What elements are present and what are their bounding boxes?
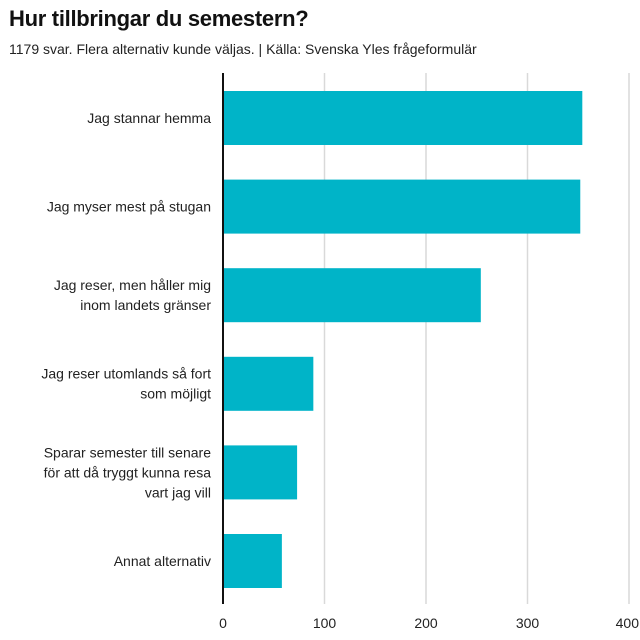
- category-label-line: Jag stannar hemma: [87, 110, 211, 126]
- bar-2: [223, 268, 481, 323]
- bar-3: [223, 356, 314, 411]
- bar-5: [223, 534, 282, 588]
- category-label-line: Jag myser mest på stugan: [47, 199, 211, 215]
- category-label-line: Jag reser, men håller mig: [54, 277, 211, 293]
- category-label-2: Jag reser, men håller mig inom landets gr…: [54, 277, 212, 313]
- category-label-line: som möjligt: [140, 386, 211, 402]
- category-label-line: Sparar semester till senare: [44, 444, 212, 460]
- category-label-line: Annat alternativ: [114, 553, 211, 569]
- category-label-line: inom landets gränser: [80, 297, 211, 313]
- category-label-5: Annat alternativ: [114, 553, 211, 569]
- category-label-line: Jag reser utomlands så fort: [41, 366, 211, 382]
- category-label-0: Jag stannar hemma: [87, 110, 211, 126]
- x-tick-label-300: 300: [516, 615, 540, 631]
- x-tick-label-0: 0: [219, 615, 227, 631]
- x-tick-label-100: 100: [313, 615, 337, 631]
- bar-1: [223, 179, 581, 234]
- chart-subtitle: 1179 svar. Flera alternativ kunde väljas…: [9, 41, 477, 57]
- category-label-4: Sparar semester till senare för att då tr…: [44, 444, 212, 500]
- bar-0: [223, 91, 583, 145]
- category-label-1: Jag myser mest på stugan: [47, 199, 211, 215]
- category-label-3: Jag reser utomlands så fort som möjligt: [41, 366, 211, 402]
- category-label-line: för att då tryggt kunna resa: [44, 464, 212, 480]
- chart-title: Hur tillbringar du semestern?: [9, 6, 309, 31]
- x-tick-label-400: 400: [616, 615, 640, 631]
- category-label-line: vart jag vill: [145, 484, 211, 500]
- x-tick-label-200: 200: [414, 615, 438, 631]
- bar-4: [223, 445, 298, 500]
